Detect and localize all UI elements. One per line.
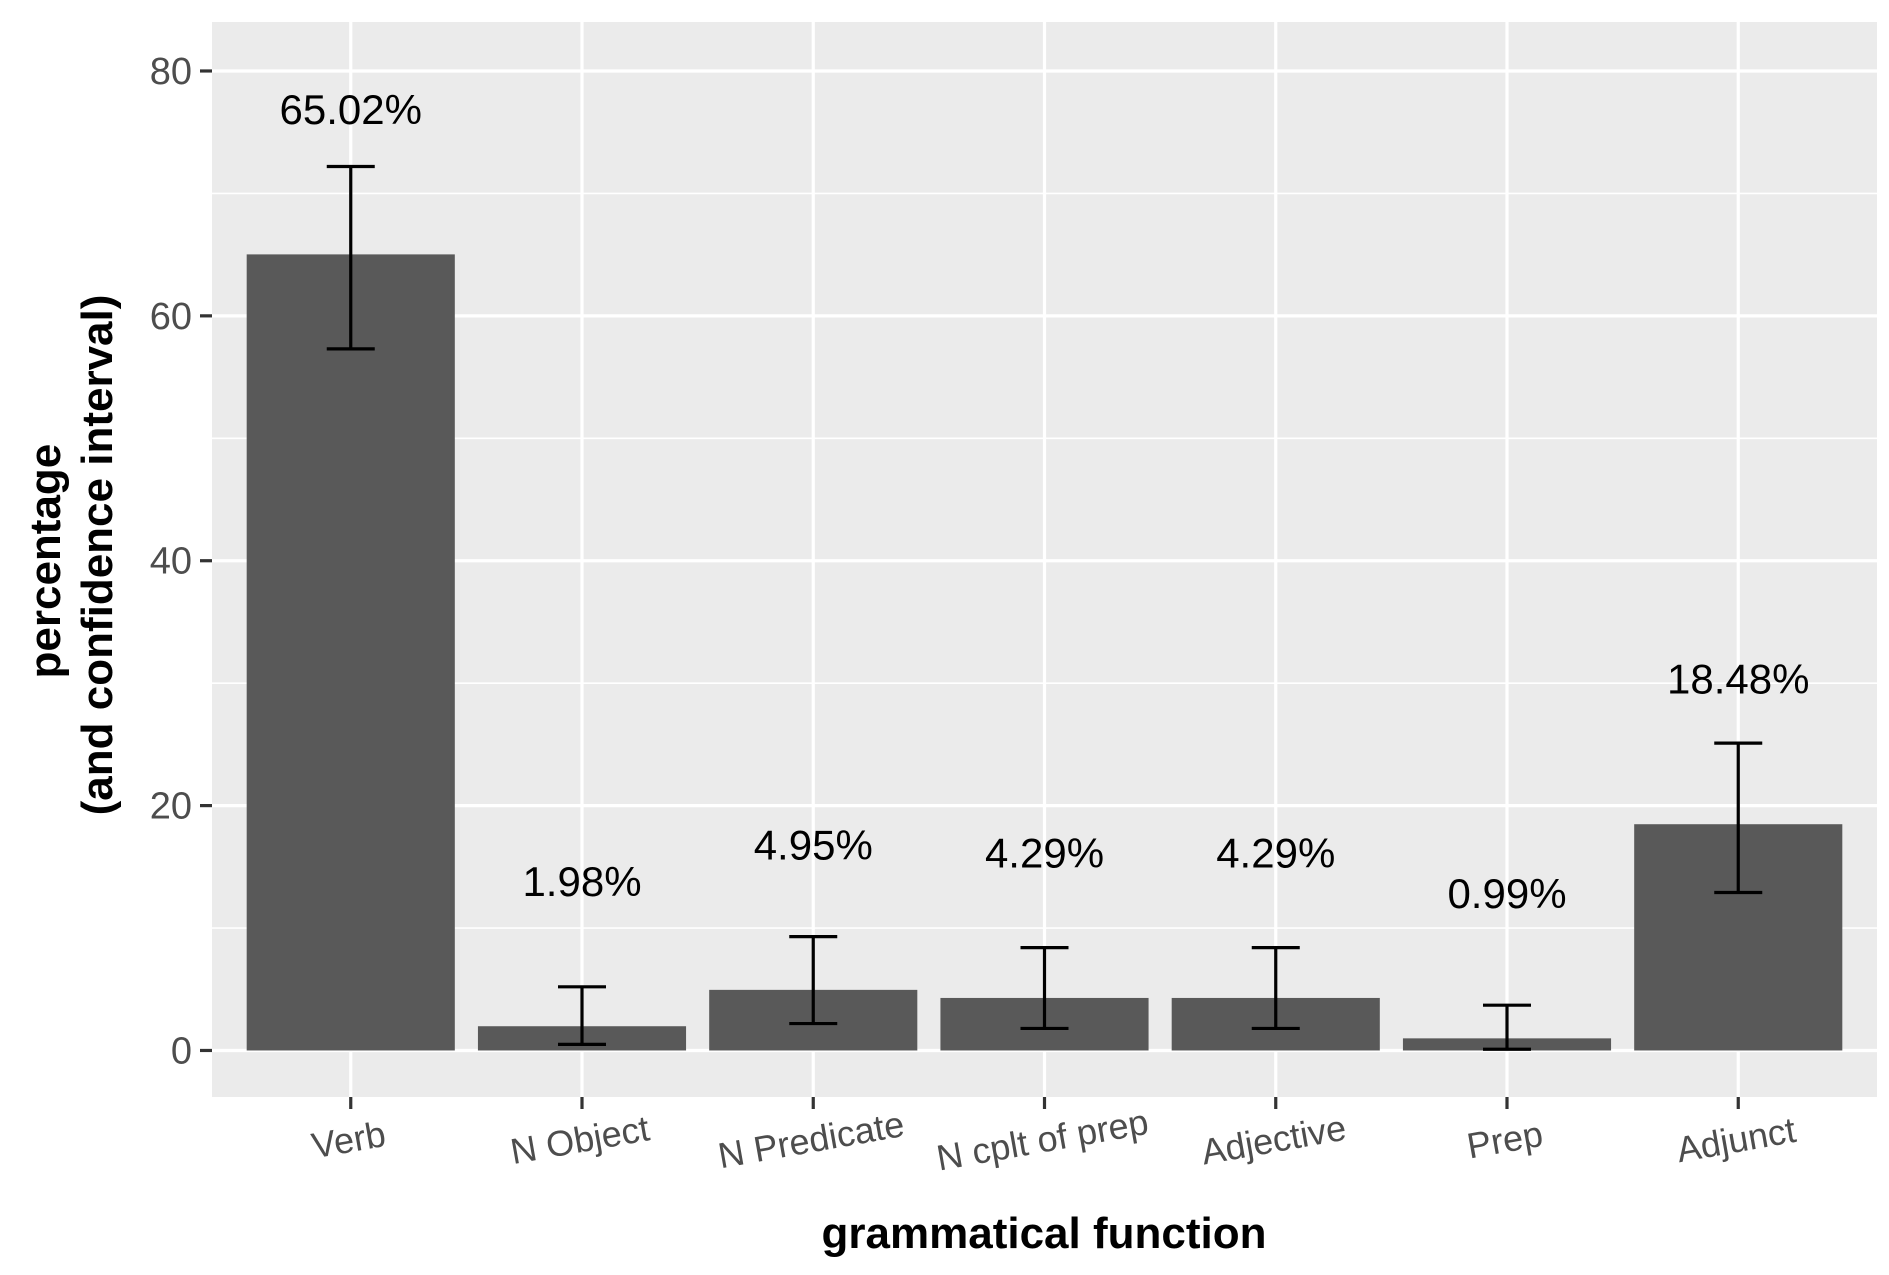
y-tick-label: 40 xyxy=(150,541,192,583)
x-tick-label: N cplt of prep xyxy=(933,1101,1151,1179)
x-tick-label: N Object xyxy=(507,1107,652,1172)
x-tick-label: Prep xyxy=(1464,1113,1546,1167)
y-axis-title: percentage (and confidence interval) xyxy=(21,295,122,816)
error-bar xyxy=(326,164,375,351)
x-tick-label: Adjective xyxy=(1198,1107,1349,1173)
x-axis-title: grammatical function xyxy=(822,1209,1267,1258)
data-label: 4.29% xyxy=(985,829,1104,876)
data-label: 1.98% xyxy=(522,858,641,905)
error-bar xyxy=(558,985,606,1046)
error-bar xyxy=(1020,946,1069,1031)
x-axis: Verb N Object N Predicate N cplt of prep Adj… xyxy=(309,1097,1799,1178)
error-bar xyxy=(789,935,838,1026)
y-axis: 0 20 40 60 80 xyxy=(150,51,212,1072)
data-labels: 65.02% 1.98% 4.95% 4.29% 4.29% 0.99% 18.48% xyxy=(280,86,1810,917)
data-label: 0.99% xyxy=(1447,870,1566,917)
y-axis-title-line-1: percentage xyxy=(21,444,70,679)
data-label: 65.02% xyxy=(280,86,422,133)
y-tick-label: 20 xyxy=(150,786,192,828)
y-tick-label: 0 xyxy=(171,1030,192,1072)
x-tick-label: Verb xyxy=(309,1113,389,1166)
y-axis-title-line-2: (and confidence interval) xyxy=(73,295,122,816)
data-label: 4.95% xyxy=(754,821,873,868)
error-bar xyxy=(1483,1003,1531,1051)
error-bars xyxy=(326,164,1763,1051)
x-tick-label: N Predicate xyxy=(715,1103,907,1176)
bar-verb xyxy=(246,254,455,1051)
data-label: 18.48% xyxy=(1667,656,1809,703)
y-tick-label: 80 xyxy=(150,51,192,93)
x-tick-label: Adjunct xyxy=(1673,1109,1798,1170)
bars xyxy=(246,254,1843,1051)
data-label: 4.29% xyxy=(1216,829,1335,876)
y-tick-label: 60 xyxy=(150,296,192,338)
error-bar xyxy=(1714,741,1763,895)
error-bar xyxy=(1251,946,1300,1031)
